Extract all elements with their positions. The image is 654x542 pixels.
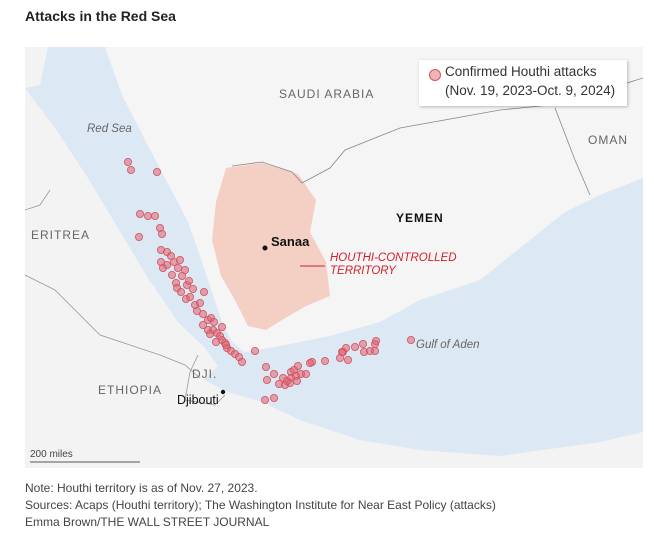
attack-point — [221, 340, 230, 349]
houthi-territory — [212, 163, 330, 330]
border-oman — [554, 107, 591, 196]
label-oman: OMAN — [588, 133, 628, 147]
label-gulf-of-aden: Gulf of Aden — [416, 339, 480, 351]
attack-point — [176, 287, 185, 296]
border-saudi-yemen — [231, 77, 643, 184]
attack-point — [162, 260, 171, 269]
attack-point — [301, 369, 310, 378]
border-eritrea-ethiopia — [25, 274, 201, 379]
label-saudi-arabia: SAUDI ARABIA — [279, 87, 375, 101]
attack-point — [337, 347, 346, 356]
attack-point — [261, 362, 270, 371]
attack-point — [211, 337, 220, 346]
attack-points — [124, 157, 415, 404]
attack-point — [198, 309, 207, 318]
attack-marker-icon — [429, 69, 441, 81]
note: Note: Houthi territory is as of Nov. 27,… — [25, 481, 258, 495]
attack-point — [195, 298, 204, 307]
border-sudan-eritrea — [25, 189, 51, 211]
label-houthi-2: TERRITORY — [330, 265, 396, 277]
attack-point — [406, 335, 415, 344]
attack-point — [293, 361, 302, 370]
attack-point — [175, 255, 184, 264]
attack-point — [173, 263, 182, 272]
attack-point — [157, 229, 166, 238]
attack-point — [370, 346, 379, 355]
land-egypt — [25, 47, 48, 88]
attack-point — [371, 336, 380, 345]
legend-line-2: (Nov. 19, 2023-Oct. 9, 2024) — [445, 83, 616, 98]
attack-point — [350, 342, 359, 351]
legend: Confirmed Houthi attacks (Nov. 19, 2023-… — [419, 60, 627, 106]
attack-point — [343, 355, 352, 364]
chart-title: Attacks in the Red Sea — [25, 8, 176, 24]
attack-point — [135, 209, 144, 218]
djibouti-marker — [220, 389, 226, 395]
attack-point — [292, 376, 301, 385]
attack-point — [205, 329, 214, 338]
label-yemen: YEMEN — [396, 211, 444, 225]
attack-point — [184, 276, 193, 285]
attack-point — [150, 211, 159, 220]
sanaa-marker — [262, 245, 268, 251]
sources: Sources: Acaps (Houthi territory); The W… — [25, 498, 496, 512]
map — [25, 47, 643, 468]
attack-point — [269, 369, 278, 378]
attack-point — [250, 346, 259, 355]
attack-point — [177, 271, 186, 280]
credit: Emma Brown/THE WALL STREET JOURNAL — [25, 515, 270, 529]
attack-point — [134, 232, 143, 241]
label-houthi-1: HOUTHI-CONTROLLED — [330, 252, 457, 264]
attack-point — [237, 357, 246, 366]
attack-point — [217, 322, 226, 331]
attack-point — [167, 270, 176, 279]
legend-line-1: Confirmed Houthi attacks — [445, 64, 597, 79]
attack-point — [282, 376, 291, 385]
attack-point — [199, 287, 208, 296]
attack-point — [260, 395, 269, 404]
attack-point — [188, 284, 197, 293]
land-africa — [25, 88, 643, 468]
attack-point — [358, 339, 367, 348]
attack-point — [143, 211, 152, 220]
label-dji: DJI. — [192, 367, 218, 381]
attack-point — [305, 358, 314, 367]
label-ethiopia: ETHIOPIA — [98, 383, 163, 397]
label-djibouti: Djibouti — [177, 393, 219, 407]
border-djibouti — [184, 354, 226, 406]
scale-label: 200 miles — [30, 449, 73, 460]
attack-point — [209, 317, 218, 326]
notes: Note: Houthi territory is as of Nov. 27,… — [25, 480, 496, 531]
attack-point — [127, 165, 136, 174]
attack-point — [198, 320, 207, 329]
attack-point — [320, 356, 329, 365]
label-red-sea: Red Sea — [87, 123, 132, 135]
attack-point — [185, 292, 194, 301]
label-eritrea: ERITREA — [31, 228, 91, 242]
attack-point — [262, 375, 271, 384]
attack-point — [124, 157, 133, 166]
attack-point — [152, 167, 161, 176]
label-sanaa: Sanaa — [271, 234, 310, 249]
attack-point — [269, 393, 278, 402]
